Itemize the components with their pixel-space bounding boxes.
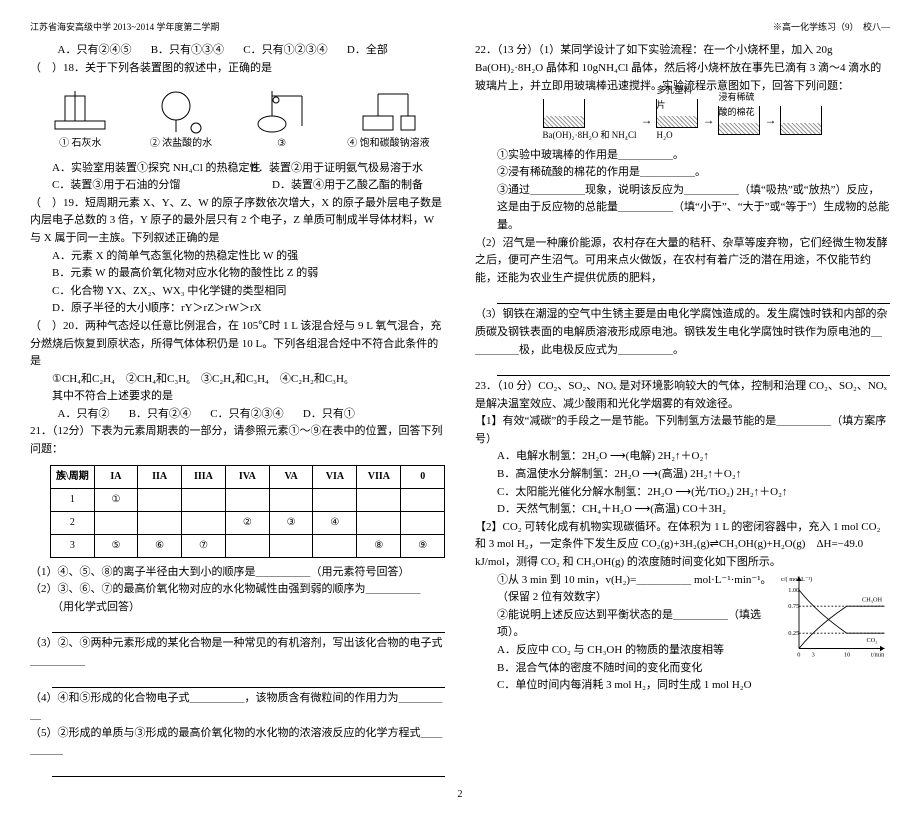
svg-text:1.00: 1.00	[788, 586, 799, 593]
q18-opt-b: B．装置②用于证明氨气极易溶于水	[251, 160, 423, 178]
arrow-icon: →	[702, 111, 714, 130]
diagram-2: ② 浓盐酸的水	[144, 84, 218, 154]
q23-1a: A．电解水制氢：2H₂O ⟶(电解) 2H₂↑＋O₂↑	[497, 448, 890, 466]
q18-diagram-row: ① 石灰水 ② 浓盐酸的水 ③	[30, 84, 445, 154]
q18-opt-c: C．装置③用于石油的分馏	[52, 177, 180, 195]
blank-line	[52, 618, 445, 633]
diagram-1: ① 石灰水	[43, 84, 117, 154]
opt-b: B．只有②④	[129, 406, 191, 424]
periodic-table-fragment: 族\周期 IA IIA IIIA IVA VA VIA VIIA 0 1 ①	[50, 465, 445, 558]
opt-d: D．只有①	[303, 406, 355, 424]
opt-d: D．全部	[347, 42, 388, 60]
beaker-4	[780, 106, 822, 135]
q23-2C: C．单位时间内每消耗 3 mol H₂，同时生成 1 mol H₂O	[497, 677, 890, 695]
q22-flow-diagram: Ba(OH)₂·8H₂O 和 NH₄Cl → 多孔塑料片 H₂O → 浸有稀硫酸…	[475, 99, 890, 142]
q19-opt-d: D．原子半径的大小顺序：rY＞rZ＞rW＞rX	[52, 300, 445, 318]
blank-line	[52, 762, 445, 777]
beaker-1-label: Ba(OH)₂·8H₂O 和 NH₄Cl	[543, 128, 637, 142]
arrow-icon: →	[764, 111, 776, 130]
q23-2B: B．混合气体的密度不随时间的变化而变化	[497, 660, 890, 678]
header-right: ※高一化学练习（9） 校八―	[475, 20, 890, 34]
q23-sub2: 【2】CO₂ 可转化成有机物实现碳循环。在体积为 1 L 的密闭容器中，充入 1…	[475, 519, 890, 572]
q21-sub5: （5）②形成的单质与③形成的最高价氧化物的水化物的浓溶液反应的化学方程式＿＿＿＿…	[30, 725, 445, 760]
q19-opt-a: A．元素 X 的简单气态氢化物的热稳定性比 W 的强	[52, 248, 445, 266]
q18-stem: （ ）18．关于下列各装置图的叙述中，正确的是	[30, 60, 445, 78]
q21-sub4: （4）④和⑤形成的化合物电子式＿＿＿＿＿，该物质含有微粒间的作用力为＿＿＿＿＿	[30, 690, 445, 725]
q23-1b: B．高温使水分解制氢：2H₂O ⟶(高温) 2H₂↑＋O₂↑	[497, 466, 890, 484]
svg-text:0: 0	[797, 651, 800, 658]
concentration-time-chart: c/( mol·L⁻¹) 1.00 0.75 0.25 0 3 10 t/min…	[780, 572, 890, 662]
svg-text:10: 10	[844, 651, 850, 658]
q23-sub1: 【1】有效“减碳”的手段之一是节能。下列制氢方法最节能的是＿＿＿＿＿（填方案序号…	[475, 413, 890, 448]
diagram-4-label: ④ 饱和碳酸钠溶液	[347, 136, 430, 152]
blank-line	[497, 289, 890, 304]
opt-b: B．只有①③④	[151, 42, 224, 60]
q22-sub3: ③通过＿＿＿＿＿现象，说明该反应为＿＿＿＿＿（填“吸热”或“放热”）反应，这是由…	[497, 182, 890, 235]
blank-line	[497, 361, 890, 376]
beaker-2	[656, 99, 698, 128]
q19-opt-c: C．化合物 YX、ZX₂、WX₃ 中化学键的类型相同	[52, 283, 445, 301]
q23-stem: 23．（10 分）CO₂、SO₂、NOₓ 是对环境影响较大的气体，控制和治理 C…	[475, 378, 890, 413]
q22-sub1: ①实验中玻璃棒的作用是＿＿＿＿＿。	[497, 147, 890, 165]
svg-text:0.25: 0.25	[788, 630, 799, 637]
opt-c: C．只有②③④	[210, 406, 283, 424]
q21-sub3: （3）②、⑨两种元素形成的某化合物是一种常见的有机溶剂，写出该化合物的电子式＿＿…	[30, 635, 445, 670]
q23-1c: C．太阳能光催化分解水制氢：2H₂O ⟶(光/TiO₂) 2H₂↑＋O₂↑	[497, 484, 890, 502]
table-row: 1 ①	[51, 488, 445, 511]
beaker-3	[718, 106, 760, 135]
svg-text:CH₃OH: CH₃OH	[862, 596, 882, 603]
q21-stem: 21．（12分）下表为元素周期表的一部分，请参照元素①～⑨在表中的位置，回答下列…	[30, 423, 445, 458]
th: 族\周期	[51, 465, 95, 488]
diagram-2-label: ② 浓盐酸的水	[146, 136, 216, 152]
q21-sub2b: （用化学式回答）	[52, 599, 445, 617]
q21-sub1: （1）④、⑤、⑧的离子半径由大到小的顺序是＿＿＿＿＿（用元素符号回答）	[30, 564, 445, 582]
q22-sub2: ②浸有稀硫酸的棉花的作用是＿＿＿＿＿。	[497, 164, 890, 182]
page-number: 2	[30, 787, 890, 803]
opt-c: C．只有①②③④	[243, 42, 327, 60]
svg-text:3: 3	[812, 651, 815, 658]
beaker-2-label: H₂O	[656, 128, 698, 142]
svg-text:0.75: 0.75	[788, 603, 799, 610]
q20-options: A．只有② B．只有②④ C．只有②③④ D．只有①	[30, 406, 445, 424]
q19-stem: （ ）19．短周期元素 X、Y、Z、W 的原子序数依次增大，X 的原子最外层电子…	[30, 195, 445, 248]
svg-text:c/( mol·L⁻¹): c/( mol·L⁻¹)	[781, 576, 812, 583]
q18-opt-d: D．装置④用于乙酸乙酯的制备	[272, 177, 423, 195]
blank-line	[52, 673, 445, 688]
table-row: 3 ⑤ ⑥ ⑦ ⑧ ⑨	[51, 534, 445, 557]
q21-sub2: （2）③、⑥、⑦的最高价氧化物对应的水化物碱性由强到弱的顺序为＿＿＿＿＿	[30, 581, 445, 599]
diagram-3: ③	[245, 84, 319, 154]
q17-options: A．只有②④⑤ B．只有①③④ C．只有①②③④ D．全部	[30, 42, 445, 60]
q22-sub4b: （3）钢铁在潮湿的空气中生锈主要是由电化学腐蚀造成的。发生腐蚀时铁和内部的杂质碳…	[475, 306, 890, 359]
q20-head: 其中不符合上述要求的是	[52, 388, 445, 406]
diagram-4: ④ 饱和碳酸钠溶液	[345, 84, 432, 154]
opt-a: A．只有②④⑤	[58, 42, 132, 60]
header-left: 江苏省海安高级中学 2013~2014 学年度第二学期	[30, 20, 445, 34]
q20-stem: （ ）20．两种气态烃以任意比例混合，在 105℃时 1 L 该混合烃与 9 L…	[30, 318, 445, 371]
diagram-1-label: ① 石灰水	[45, 136, 115, 152]
opt-a: A．只有②	[58, 406, 110, 424]
svg-text:t/min: t/min	[871, 651, 885, 658]
q19-opt-b: B．元素 W 的最高价氧化物对应水化物的酸性比 Z 的弱	[52, 265, 445, 283]
table-row: 2 ② ③ ④	[51, 511, 445, 534]
q20-list: ①CH₄和C₂H₄ ②CH₄和C₃H₆ ③C₂H₄和C₃H₄ ④C₂H₂和C₃H…	[52, 371, 445, 389]
q22-sub4: （2）沼气是一种廉价能源，农村存在大量的秸秆、杂草等废弃物，它们经微生物发酵之后…	[475, 235, 890, 288]
beaker-1	[543, 99, 585, 128]
diagram-3-label: ③	[247, 136, 317, 152]
arrow-icon: →	[640, 111, 652, 130]
q23-1d: D．天然气制氢：CH₄＋H₂O ⟶(高温) CO＋3H₂	[497, 501, 890, 519]
